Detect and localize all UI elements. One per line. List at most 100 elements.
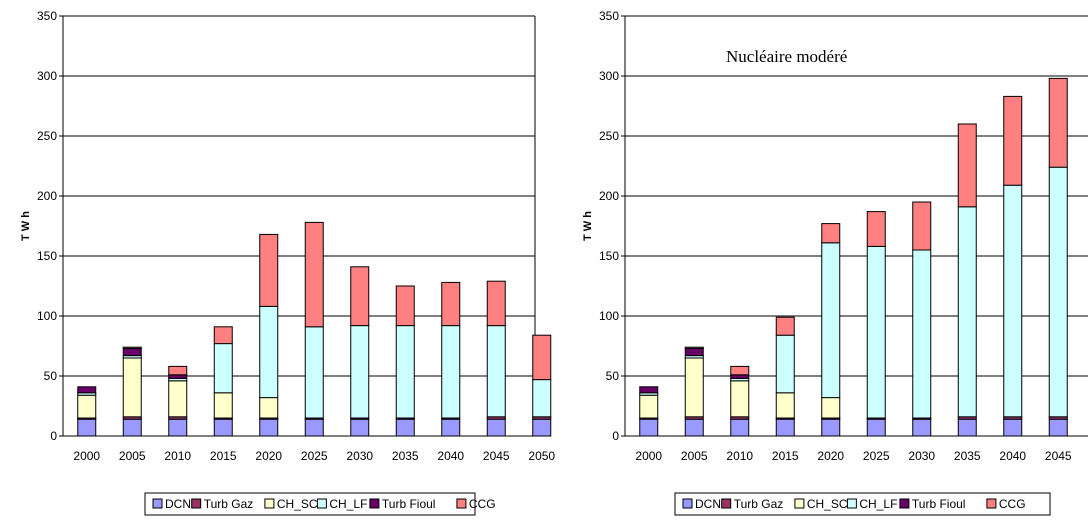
legend-swatch <box>456 498 467 509</box>
bar-segment-dcn-2045 <box>486 418 506 437</box>
bar-segment-ch-lf-2045 <box>1048 166 1068 418</box>
y-tick-label: 150 <box>37 249 57 263</box>
bar-segment-ccg-2005 <box>122 346 142 349</box>
x-tick-label: 2015 <box>772 449 799 463</box>
x-tick-label: 2025 <box>863 449 890 463</box>
legend-swatch <box>846 498 857 509</box>
bar-segment-dcn-2000 <box>639 418 659 437</box>
chart-panel-2: 0 50 100 150 200 250 300 350 T W h Nucléaire modé… <box>582 9 1088 516</box>
bar-segment-ch-sc-2020 <box>821 397 841 419</box>
legend-swatch <box>794 498 805 509</box>
bar-segment-ch-lf-2030 <box>350 325 370 419</box>
bar-segment-ccg-2020 <box>259 233 279 307</box>
x-tick-label: 2045 <box>1045 449 1072 463</box>
legend-label: CH_SC <box>807 497 848 511</box>
x-tick-label: 2015 <box>210 449 237 463</box>
legend-label: Turb Gaz <box>734 497 784 511</box>
x-tick-label: 2050 <box>528 449 555 463</box>
bar-segment-ccg-2030 <box>350 266 370 327</box>
y-tick-label: 0 <box>612 429 619 443</box>
legend-label: Turb Fioul <box>912 497 966 511</box>
bar-segment-turb-fioul-2010 <box>168 374 188 379</box>
bar-segment-ch-sc-2000 <box>639 394 659 419</box>
x-tick-label: 2010 <box>726 449 753 463</box>
bar-segment-ch-sc-2000 <box>77 394 97 419</box>
legend: DCN Turb Gaz CH_SC CH_LF Turb Fioul CCG <box>674 492 1051 516</box>
bar-segment-ch-lf-2015 <box>213 343 233 394</box>
bar-segment-ch-lf-2020 <box>821 242 841 399</box>
bar-segment-ch-lf-2025 <box>304 326 324 419</box>
legend-swatch <box>986 498 997 509</box>
y-tick-label: 350 <box>599 9 619 23</box>
bar-segment-ch-lf-2050 <box>532 379 552 418</box>
x-tick-label: 2045 <box>483 449 510 463</box>
bar-segment-ccg-2035 <box>395 285 415 327</box>
y-tick-label: 250 <box>37 129 57 143</box>
bar-segment-ch-sc-2005 <box>684 357 704 418</box>
bar-segment-dcn-2040 <box>1003 418 1023 437</box>
bar-segment-dcn-2010 <box>730 418 750 437</box>
legend-swatch <box>682 498 693 509</box>
bar-segment-dcn-2015 <box>213 418 233 437</box>
x-tick-label: 2000 <box>73 449 100 463</box>
legend-label: Turb Fioul <box>382 497 436 511</box>
x-tick-label: 2040 <box>999 449 1026 463</box>
legend-box <box>144 492 476 516</box>
y-axis-label: T W h <box>582 211 594 241</box>
bar-segment-ch-lf-2040 <box>1003 184 1023 418</box>
bar-segment-ch-lf-2025 <box>866 245 886 419</box>
y-tick-label: 350 <box>37 9 57 23</box>
legend-swatch <box>152 498 163 509</box>
bar-segment-ch-sc-2005 <box>122 357 142 418</box>
legend: DCN Turb Gaz CH_SC CH_LF Turb Fioul CCG <box>144 492 496 516</box>
bar-segment-dcn-2030 <box>350 418 370 437</box>
bar-segment-ch-lf-2035 <box>957 206 977 418</box>
bar-segment-turb-fioul-2005 <box>122 347 142 357</box>
legend-label: DCN <box>695 497 721 511</box>
y-tick-label: 50 <box>606 369 620 383</box>
x-tick-label: 2035 <box>392 449 419 463</box>
bar-segment-turb-fioul-2000 <box>639 386 659 394</box>
bar-segment-ch-lf-2015 <box>775 334 795 394</box>
bar-segment-turb-fioul-2010 <box>730 374 750 379</box>
legend-swatch <box>721 498 732 509</box>
bar-segment-ch-lf-2030 <box>912 249 932 419</box>
bar-segment-ccg-2015 <box>775 316 795 336</box>
bar-segment-ccg-2010 <box>168 365 188 376</box>
bar-segment-dcn-2035 <box>957 418 977 437</box>
bar-segment-dcn-2045 <box>1048 418 1068 437</box>
x-tick-label: 2035 <box>954 449 981 463</box>
bar-segment-dcn-2005 <box>684 418 704 437</box>
x-tick-label: 2000 <box>635 449 662 463</box>
y-tick-label: 300 <box>37 69 57 83</box>
bar-segment-dcn-2015 <box>775 418 795 437</box>
x-tick-label: 2030 <box>346 449 373 463</box>
x-tick-label: 2010 <box>164 449 191 463</box>
bar-segment-ccg-2020 <box>821 223 841 244</box>
y-tick-label: 200 <box>599 189 619 203</box>
bar-segment-ch-sc-2020 <box>259 397 279 419</box>
bar-segment-ccg-2005 <box>684 346 704 349</box>
x-tick-label: 2005 <box>119 449 146 463</box>
y-tick-label: 200 <box>37 189 57 203</box>
x-tick-label: 2005 <box>681 449 708 463</box>
y-tick-label: 50 <box>44 369 58 383</box>
bar-segment-ccg-2030 <box>912 201 932 251</box>
bar-segment-ccg-2035 <box>957 123 977 208</box>
bar-segment-dcn-2005 <box>122 418 142 437</box>
legend-label: CCG <box>999 497 1026 511</box>
legend-label: CH_LF <box>859 497 897 511</box>
bar-segment-dcn-2020 <box>259 418 279 437</box>
legend-label: CH_LF <box>329 497 367 511</box>
x-tick-label: 2020 <box>255 449 282 463</box>
bar-segment-turb-fioul-2005 <box>684 347 704 357</box>
bar-segment-ccg-2045 <box>486 280 506 327</box>
bar-segment-ccg-2015 <box>213 326 233 345</box>
x-tick-label: 2020 <box>817 449 844 463</box>
chart-annotation: Nucléaire modéré <box>726 47 847 66</box>
bar-segment-dcn-2010 <box>168 418 188 437</box>
bar-segment-turb-fioul-2000 <box>77 386 97 394</box>
y-tick-label: 100 <box>37 309 57 323</box>
y-tick-label: 0 <box>50 429 57 443</box>
